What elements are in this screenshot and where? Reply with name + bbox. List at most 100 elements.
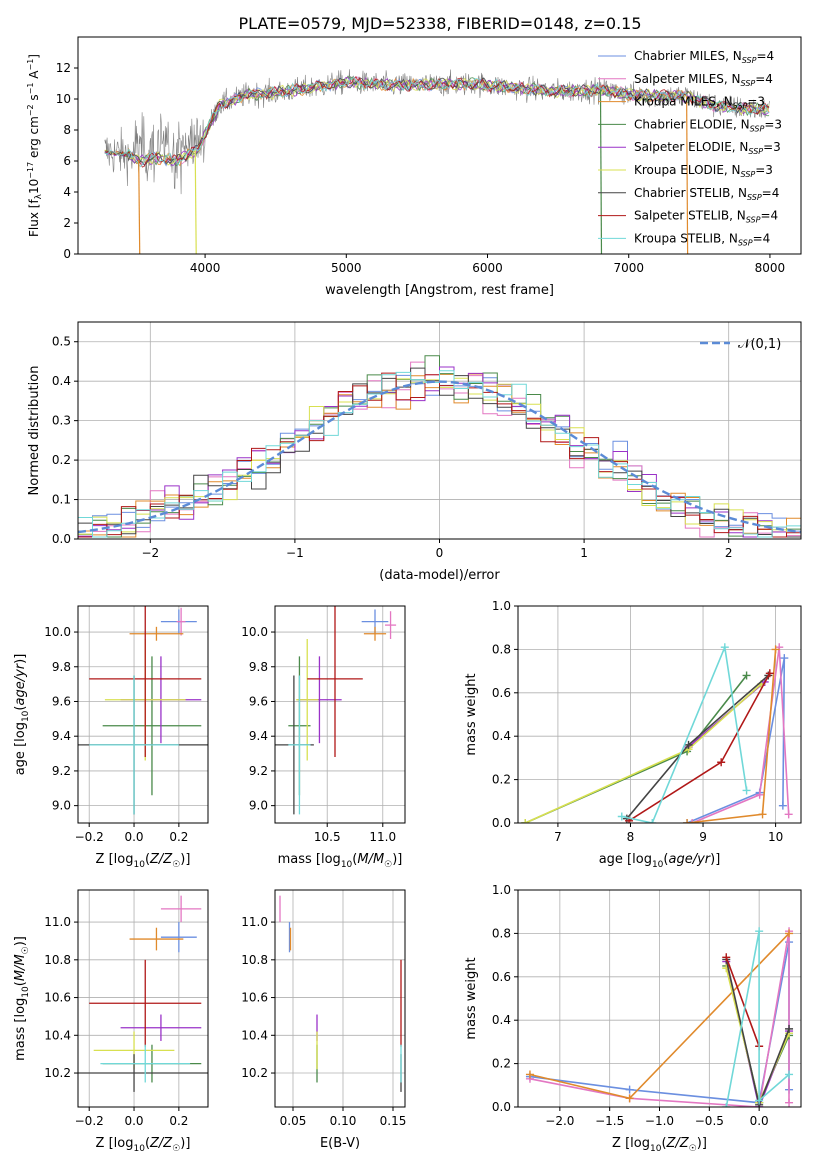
legend: Chabrier MILES, NSSP=4 Salpeter MILES, NS… <box>598 49 782 247</box>
weight-marker <box>755 790 764 799</box>
legend-entry: Kroupa STELIB, NSSP=4 <box>634 231 770 247</box>
y-tick-label: 0.1 <box>52 493 71 507</box>
axes-frame <box>77 605 209 824</box>
x-tick-label: 0.2 <box>169 830 188 844</box>
y-tick-label: 0.8 <box>492 642 511 656</box>
y-tick-label: 10.6 <box>241 991 268 1005</box>
weight-marker <box>755 1096 764 1105</box>
axis-label: Z [log10(Z/Z☉)] <box>96 1136 191 1154</box>
weight-marker <box>521 819 530 823</box>
x-tick-label: 0.05 <box>280 1114 307 1128</box>
masked-dip <box>686 96 689 254</box>
axis-label: mass [log10(M/M☉)] <box>13 936 31 1061</box>
legend-entry: Kroupa ELODIE, NSSP=3 <box>634 163 773 179</box>
weight-marker <box>785 1024 794 1033</box>
y-tick-label: 9.6 <box>249 694 268 708</box>
y-tick-label: 0.3 <box>52 414 71 428</box>
plot-area <box>275 606 397 815</box>
weight-line <box>529 931 790 1107</box>
x-tick-label: 0.0 <box>124 1114 143 1128</box>
weight-line <box>621 644 748 823</box>
plot-area <box>78 355 801 538</box>
axis-label: mass weight <box>464 673 479 755</box>
y-tick-label: 9.0 <box>249 799 268 813</box>
y-tick-label: 1.0 <box>492 599 511 613</box>
y-tick-label: 10.0 <box>241 625 268 639</box>
legend-entry: Salpeter MILES, NSSP=4 <box>634 72 773 88</box>
x-tick-label: 0.2 <box>169 1114 188 1128</box>
y-tick-label: 10.8 <box>44 953 71 967</box>
legend-entry: Salpeter STELIB, NSSP=4 <box>634 209 778 225</box>
axes-frame <box>77 36 802 255</box>
y-tick-label: 0 <box>63 247 71 261</box>
x-tick-label: 8 <box>627 830 635 844</box>
weight-marker <box>742 671 751 680</box>
spectrum-model-line <box>104 76 770 168</box>
masked-dip <box>138 159 141 254</box>
x-tick-label: 7 <box>554 830 562 844</box>
weight-marker <box>720 643 729 652</box>
axis-label: Flux [fλ10−17 erg cm−2 s−1 A−1] <box>26 54 44 237</box>
x-tick-label: −0.2 <box>75 1114 104 1128</box>
weight-vs-age-panel: 7 8 9 10 0.0 0.2 0.4 0.6 0.8 1.0 age [log10(age/yr… <box>464 599 802 870</box>
age-vs-mass-panel: 10.5 11.0 9.0 9.2 9.4 9.6 9.8 10.0 mass [log10(M… <box>241 605 406 870</box>
y-tick-label: 9.8 <box>52 660 71 674</box>
y-tick-label: 0.2 <box>492 773 511 787</box>
y-tick-label: 9.2 <box>249 764 268 778</box>
weight-line <box>686 657 786 823</box>
spectrum-panel: 4000 5000 6000 7000 8000 0 2 4 6 8 10 12 wavelength … <box>26 36 802 298</box>
y-tick-label: 10.4 <box>44 1028 71 1042</box>
x-tick-label: 10.5 <box>314 830 341 844</box>
weight-marker <box>722 1103 731 1107</box>
axis-label: age [log10(age/yr)] <box>599 852 721 870</box>
x-tick-label: 0 <box>436 546 444 560</box>
y-tick-label: 0.6 <box>492 970 511 984</box>
y-tick-label: 8 <box>63 123 71 137</box>
weight-marker <box>684 740 693 749</box>
y-tick-label: 2 <box>63 216 71 230</box>
y-tick-label: 9.2 <box>52 764 71 778</box>
spectrum-model-line <box>104 76 770 168</box>
weight-marker <box>648 819 657 823</box>
y-tick-label: 9.6 <box>52 694 71 708</box>
weight-marker <box>784 810 793 819</box>
y-tick-label: 0.4 <box>52 374 71 388</box>
x-tick-label: −0.5 <box>695 1114 724 1128</box>
histogram-step <box>78 355 801 538</box>
y-tick-label: 10 <box>56 92 71 106</box>
plot-area <box>78 606 208 815</box>
axis-label: mass [log10(M/M☉)] <box>278 852 403 870</box>
y-tick-label: 0.6 <box>492 686 511 700</box>
axis-label: Normed distribution <box>27 366 42 496</box>
y-tick-label: 0.2 <box>52 453 71 467</box>
plot-area <box>78 895 208 1092</box>
x-tick-label: 0.10 <box>330 1114 357 1128</box>
plot-area <box>104 69 770 254</box>
x-tick-label: 11.0 <box>369 830 396 844</box>
y-tick-label: 11.0 <box>44 915 71 929</box>
y-tick-label: 0.8 <box>492 926 511 940</box>
y-tick-label: 10.8 <box>241 953 268 967</box>
weight-marker <box>688 819 697 823</box>
weight-marker <box>625 1094 634 1103</box>
y-tick-label: 1.0 <box>492 883 511 897</box>
legend-entry: Chabrier MILES, NSSP=4 <box>634 49 774 65</box>
y-tick-label: 4 <box>63 185 71 199</box>
weight-marker <box>771 645 780 654</box>
y-tick-label: 9.4 <box>52 729 71 743</box>
x-tick-label: 8000 <box>755 261 786 275</box>
y-tick-label: 0.0 <box>492 1100 511 1114</box>
legend-entry: Chabrier STELIB, NSSP=4 <box>634 186 779 202</box>
spectrum-model-line <box>104 77 770 166</box>
x-tick-label: −1.0 <box>645 1114 674 1128</box>
weight-line <box>725 957 760 1047</box>
x-tick-label: 0.0 <box>124 830 143 844</box>
axis-label: E(B-V) <box>320 1136 360 1151</box>
y-tick-label: 9.0 <box>52 799 71 813</box>
y-tick-label: 0.0 <box>492 816 511 830</box>
axes-frame <box>274 605 406 824</box>
x-tick-label: −1.5 <box>595 1114 624 1128</box>
weight-line <box>725 931 790 1107</box>
plot-area <box>525 927 794 1107</box>
axis-label: (data-model)/error <box>379 568 500 583</box>
